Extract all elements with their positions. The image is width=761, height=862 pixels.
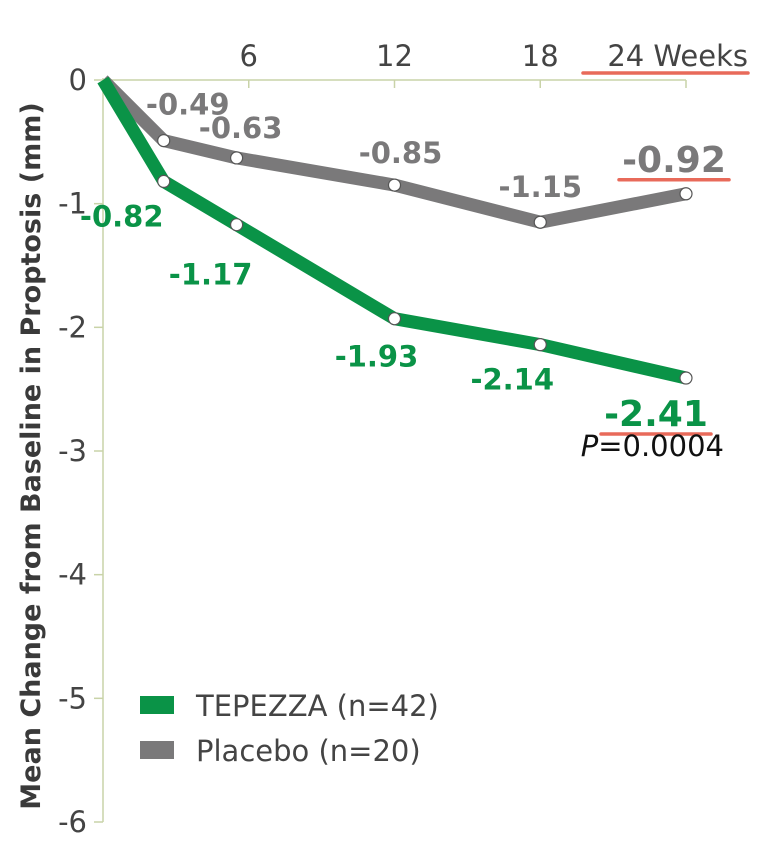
y-tick-label: -2 bbox=[58, 310, 87, 344]
data-label: -0.49 bbox=[146, 88, 230, 122]
series-lines bbox=[97, 75, 693, 385]
data-label: -1.17 bbox=[169, 258, 253, 292]
legend-swatch bbox=[140, 696, 174, 714]
p-value-symbol: P bbox=[581, 429, 599, 463]
x-tick-label: 24 Weeks bbox=[607, 39, 748, 73]
data-point-marker bbox=[679, 371, 693, 385]
p-value-text: =0.0004 bbox=[598, 429, 724, 463]
y-axis-title: Mean Change from Baseline in Proptosis (… bbox=[16, 102, 47, 809]
data-label: -0.63 bbox=[199, 111, 283, 145]
x-tick-label: 18 bbox=[522, 39, 559, 73]
data-label: -1.15 bbox=[498, 170, 582, 204]
data-label: -2.41 bbox=[604, 394, 708, 435]
data-point-marker bbox=[230, 151, 244, 165]
x-tick-label: 12 bbox=[376, 39, 413, 73]
data-point-marker bbox=[387, 178, 402, 192]
data-point-marker bbox=[230, 218, 244, 232]
data-point-marker bbox=[157, 133, 171, 148]
y-tick-label: -1 bbox=[58, 187, 87, 221]
legend-swatch bbox=[140, 741, 174, 759]
data-label: -0.85 bbox=[359, 136, 443, 170]
data-point-marker bbox=[679, 187, 693, 201]
y-tick-label: -6 bbox=[58, 805, 87, 839]
data-label: -0.82 bbox=[80, 199, 164, 233]
data-point-marker bbox=[157, 174, 171, 189]
legend-label: Placebo (n=20) bbox=[196, 734, 421, 768]
x-tick-label: 6 bbox=[240, 39, 258, 73]
y-tick-label: -4 bbox=[58, 558, 87, 592]
data-label: -0.92 bbox=[622, 140, 726, 181]
data-point-marker bbox=[387, 312, 402, 326]
data-point-marker bbox=[533, 338, 547, 352]
data-label: -2.14 bbox=[470, 363, 554, 397]
chart-axes: 0 -1 -2 -3 -4 -5 -6 6 12 18 24 Weeks Mean Change fr… bbox=[16, 39, 750, 839]
series-line-tepezza bbox=[97, 76, 688, 385]
p-value-label: P=0.0004 bbox=[581, 429, 724, 463]
legend-label: TEPEZZA (n=42) bbox=[195, 689, 439, 723]
data-labels: -0.82-1.17 -1.93 -2.14 -2.41 -0.49-0.63 -0.85… bbox=[80, 88, 731, 463]
series-line-placebo bbox=[98, 75, 688, 229]
chart-legend: TEPEZZA (n=42) Placebo (n=20) bbox=[140, 689, 439, 768]
data-label: -1.93 bbox=[335, 340, 419, 374]
y-tick-label: -5 bbox=[58, 681, 87, 715]
y-tick-label: 0 bbox=[69, 63, 87, 97]
data-point-marker bbox=[533, 215, 547, 229]
y-tick-label: -3 bbox=[58, 434, 87, 468]
